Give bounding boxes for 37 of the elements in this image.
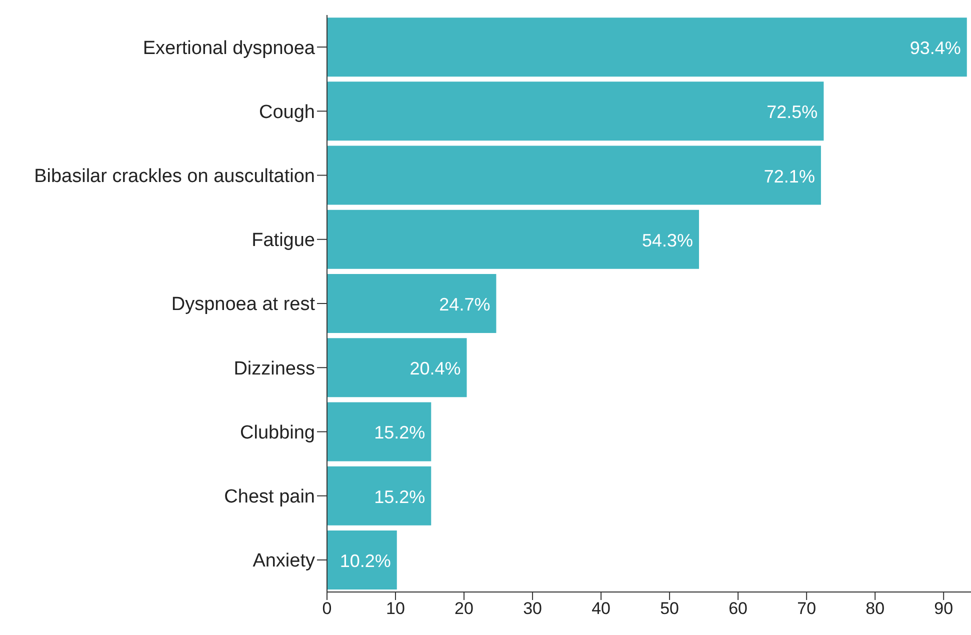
y-tick-label: Chest pain xyxy=(224,486,315,508)
y-tick-label: Clubbing xyxy=(240,422,315,444)
y-tick-label: Dyspnoea at rest xyxy=(171,294,316,316)
bar xyxy=(327,530,397,590)
x-tick-label: 70 xyxy=(797,599,816,618)
y-tick-label: Dizziness xyxy=(234,358,315,380)
x-tick-label: 30 xyxy=(523,599,542,618)
bar xyxy=(327,338,467,398)
x-tick-label: 40 xyxy=(592,599,611,618)
x-tick-label: 0 xyxy=(322,599,332,618)
y-tick-label: Exertional dyspnoea xyxy=(142,38,316,59)
bar xyxy=(327,402,432,462)
y-tick-label: Anxiety xyxy=(252,550,316,572)
x-tick-label: 90 xyxy=(934,599,954,618)
y-tick-label: Cough xyxy=(259,102,315,123)
bar xyxy=(327,210,700,269)
data-label: 20.4% xyxy=(410,358,461,379)
data-label: 15.2% xyxy=(374,422,426,443)
x-tick-label: 20 xyxy=(454,599,474,618)
y-tick-label: Fatigue xyxy=(252,230,315,252)
data-label: 15.2% xyxy=(374,486,426,507)
data-label: 72.5% xyxy=(766,102,818,122)
data-label: 72.1% xyxy=(764,166,815,186)
bar xyxy=(327,146,821,205)
x-tick-label: 60 xyxy=(728,599,748,618)
x-tick-label: 10 xyxy=(386,599,405,618)
x-tick-label: 80 xyxy=(866,599,885,618)
bar xyxy=(327,274,496,334)
data-label: 24.7% xyxy=(439,294,490,315)
bar xyxy=(327,82,824,141)
bar xyxy=(327,18,967,77)
x-tick-label: 50 xyxy=(660,599,680,618)
data-label: 54.3% xyxy=(642,230,694,250)
y-tick-label: Bibasilar crackles on auscultation xyxy=(34,166,315,188)
data-label: 10.2% xyxy=(340,550,391,571)
data-label: 93.4% xyxy=(910,38,961,58)
bar xyxy=(327,466,432,526)
